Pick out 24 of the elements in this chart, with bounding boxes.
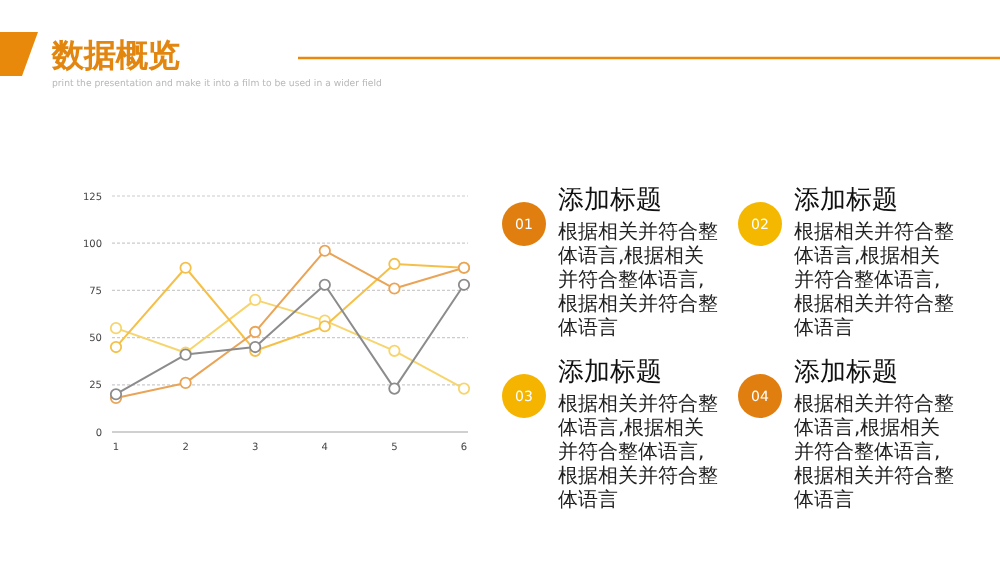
point [109, 340, 123, 354]
point [457, 278, 471, 291]
text: 添加标题 [794, 186, 898, 216]
text: 根据相关并符合整体语言,根据相关并符合整体语言,根据相关并符合整体语言 [558, 220, 718, 340]
point [457, 382, 471, 395]
text: 根据相关并符合整体语言,根据相关并符合整体语言,根据相关并符合整体语言 [794, 392, 954, 512]
point [388, 382, 401, 395]
point [388, 257, 401, 271]
point [249, 293, 262, 306]
text: 添加标题 [558, 358, 662, 388]
text: 添加标题 [794, 358, 898, 388]
chart-title: 数据概览 [50, 36, 180, 74]
point [318, 320, 331, 333]
text: 添加标题 [558, 186, 662, 216]
point [388, 344, 401, 357]
point [179, 261, 192, 274]
point [109, 322, 123, 335]
point [318, 278, 331, 291]
text: 根据相关并符合整体语言,根据相关并符合整体语言,根据相关并符合整体语言 [794, 220, 954, 340]
text: 根据相关并符合整体语言,根据相关并符合整体语言,根据相关并符合整体语言 [558, 392, 718, 512]
point [249, 325, 262, 339]
point [388, 282, 401, 295]
point [179, 376, 192, 390]
point [318, 244, 331, 257]
